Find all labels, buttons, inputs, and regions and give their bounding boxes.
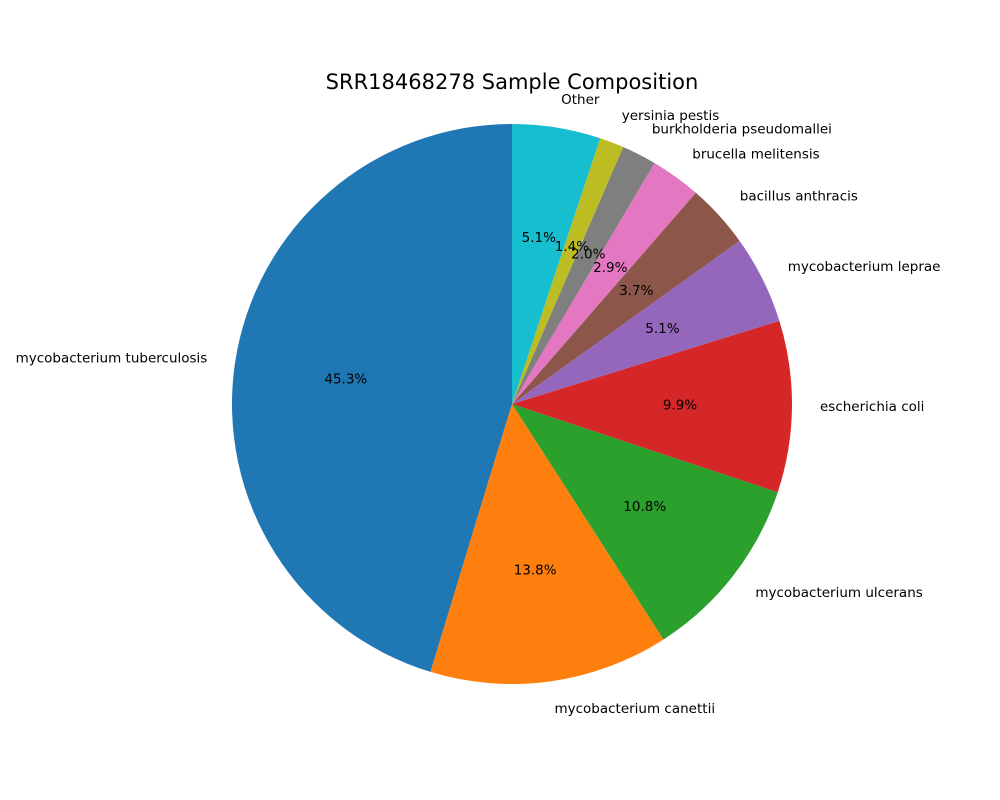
pie-slice bbox=[512, 240, 780, 404]
slice-category-label: brucella melitensis bbox=[692, 146, 819, 162]
chart-title: SRR18468278 Sample Composition bbox=[326, 70, 699, 94]
slice-category-label: Other bbox=[561, 92, 600, 108]
pie-slices bbox=[231, 124, 792, 684]
slice-percent-label: 2.9% bbox=[593, 260, 627, 276]
slice-category-label: yersinia pestis bbox=[622, 108, 720, 124]
slice-percent-label: 2.0% bbox=[571, 246, 605, 262]
slice-category-label: burkholderia pseudomallei bbox=[652, 122, 832, 138]
slice-category-label: bacillus anthracis bbox=[740, 189, 858, 205]
slice-category-label: mycobacterium tuberculosis bbox=[16, 351, 208, 367]
pie-slice bbox=[430, 404, 664, 684]
slice-percent-label: 10.8% bbox=[623, 499, 666, 515]
pie-slice bbox=[512, 147, 655, 405]
slice-category-label: mycobacterium ulcerans bbox=[755, 585, 922, 601]
pie-slice bbox=[512, 404, 778, 640]
slice-category-label: mycobacterium canettii bbox=[554, 701, 715, 717]
pie-slice bbox=[231, 124, 512, 672]
pie-slice bbox=[512, 138, 624, 404]
pie-slice bbox=[512, 124, 601, 404]
slice-percent-label: 13.8% bbox=[514, 562, 557, 578]
slice-percent-label: 45.3% bbox=[324, 371, 367, 387]
pie-slice bbox=[512, 162, 696, 404]
slice-percent-label: 9.9% bbox=[663, 398, 697, 414]
slice-category-label: escherichia coli bbox=[820, 399, 924, 415]
slice-percent-label: 5.1% bbox=[522, 230, 556, 246]
slice-percent-label: 1.4% bbox=[555, 239, 589, 255]
slice-percent-label: 5.1% bbox=[645, 321, 679, 337]
pie-slice bbox=[512, 192, 740, 404]
slice-category-label: mycobacterium leprae bbox=[788, 259, 941, 275]
pie-slice bbox=[512, 320, 792, 493]
slice-percent-label: 3.7% bbox=[619, 283, 653, 299]
pie-labels: 45.3% mycobacterium tuberculosis 13.8% myco… bbox=[16, 92, 941, 717]
